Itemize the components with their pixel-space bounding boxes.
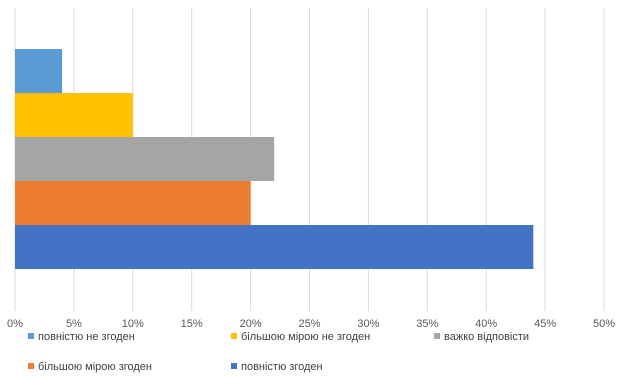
legend-label: повністю не згоден	[38, 331, 135, 343]
x-tick-label: 45%	[534, 318, 556, 330]
x-tick-label: 25%	[298, 318, 320, 330]
x-tick-label: 5%	[66, 318, 82, 330]
legend-swatch	[28, 333, 34, 339]
legend-swatch	[434, 333, 440, 339]
x-axis-ticks: 0% 5% 10% 15% 20% 25% 30% 35% 40% 45% 50%	[7, 318, 615, 330]
x-tick-label: 0%	[7, 318, 23, 330]
x-tick-label: 10%	[122, 318, 144, 330]
bar-3	[15, 137, 275, 181]
legend-label: більшою мірою не згоден	[241, 331, 370, 343]
x-tick-label: 15%	[181, 318, 203, 330]
legend-label: важко відповісти	[444, 331, 529, 343]
legend-label: повністю згоден	[241, 361, 323, 373]
x-tick-label: 35%	[416, 318, 438, 330]
legend-swatch	[231, 333, 237, 339]
x-tick-label: 50%	[593, 318, 615, 330]
bars	[15, 49, 534, 269]
x-tick-label: 40%	[475, 318, 497, 330]
bar-5	[15, 225, 534, 269]
bar-2	[15, 93, 133, 137]
legend-swatch	[231, 363, 237, 369]
legend-swatch	[28, 363, 34, 369]
bar-4	[15, 181, 251, 225]
bar-1	[15, 49, 63, 93]
x-tick-label: 30%	[357, 318, 379, 330]
legend: повністю не згоден більшою мірою не згоде…	[28, 331, 529, 373]
x-tick-label: 20%	[240, 318, 262, 330]
legend-label: більшою мірою згоден	[38, 361, 152, 373]
